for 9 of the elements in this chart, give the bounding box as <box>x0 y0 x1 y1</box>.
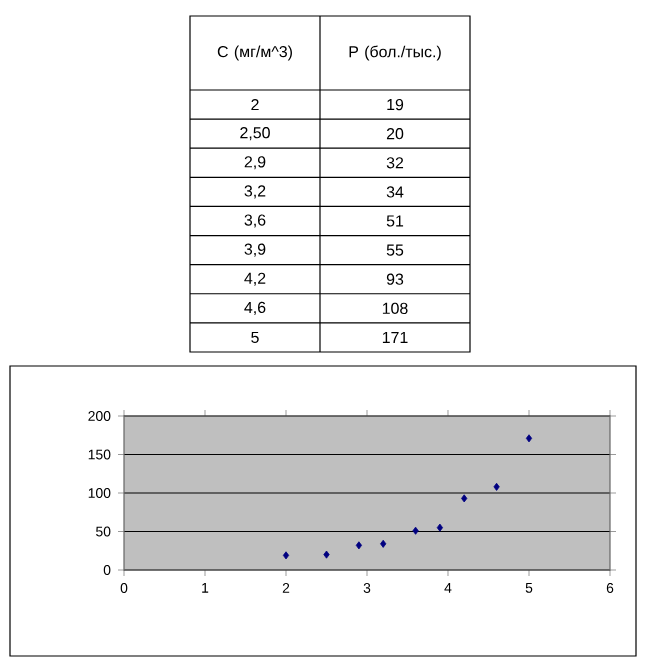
point <box>493 482 500 491</box>
point <box>412 526 419 535</box>
point <box>380 539 387 548</box>
point <box>436 523 443 532</box>
point <box>282 551 290 560</box>
point <box>323 550 330 559</box>
point <box>525 434 533 443</box>
point <box>355 541 362 550</box>
point <box>461 494 468 503</box>
